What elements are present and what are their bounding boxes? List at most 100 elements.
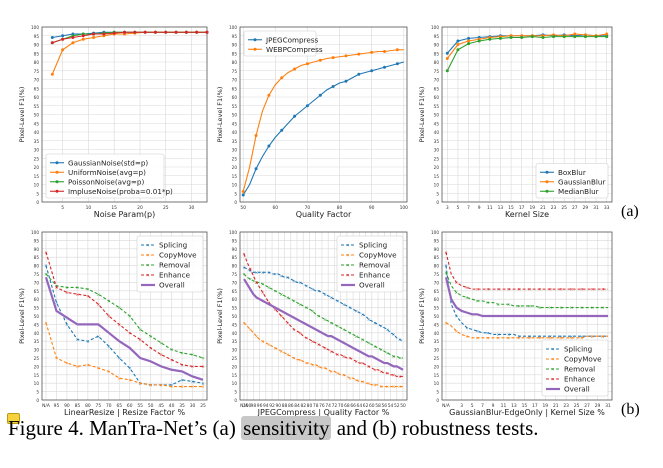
- data-point: ×: [180, 377, 184, 383]
- legend-marker: [545, 170, 549, 174]
- data-point: [61, 48, 65, 52]
- x-tick-label: 17: [532, 403, 538, 409]
- data-point: ×: [601, 334, 605, 340]
- data-point: ×: [361, 361, 365, 367]
- y-tick-label: 95: [34, 34, 40, 39]
- data-point: ×: [242, 320, 246, 326]
- comment-icon[interactable]: [7, 413, 20, 424]
- y-tick-label: 75: [34, 69, 40, 74]
- x-tick-label: N/A: [42, 403, 50, 409]
- y-tick-label: 15: [434, 174, 440, 179]
- data-point: ×: [65, 322, 69, 328]
- legend-label: Removal: [159, 261, 190, 270]
- data-point: ×: [538, 334, 542, 340]
- y-tick-label: 55: [434, 306, 440, 311]
- legend-label: CopyMove: [359, 251, 397, 260]
- data-point: ×: [180, 384, 184, 390]
- y-tick-label: 0: [36, 200, 39, 205]
- data-point: ×: [286, 295, 290, 301]
- y-tick-label: 5: [436, 191, 439, 196]
- data-point: ×: [323, 366, 327, 372]
- data-point: [71, 36, 75, 39]
- data-point: ×: [280, 314, 284, 320]
- data-point: ×: [538, 305, 542, 311]
- plot-frame: [41, 26, 208, 203]
- data-point: ×: [486, 300, 490, 306]
- x-tick-label: 56: [381, 403, 387, 409]
- x-tick-label: 17: [519, 205, 525, 211]
- data-point: [305, 104, 309, 108]
- x-tick-label: 15: [508, 205, 514, 211]
- x-tick-label: 92: [269, 403, 275, 409]
- x-tick-label: 21: [540, 205, 546, 211]
- y-tick-label: 35: [34, 339, 40, 344]
- data-point: ×: [191, 352, 195, 358]
- data-point: [81, 34, 85, 38]
- series-line-removal: [243, 273, 403, 359]
- y-tick-label: 100: [31, 230, 39, 235]
- data-point: ×: [317, 342, 321, 348]
- data-point: ×: [580, 287, 584, 293]
- data-point: ×: [317, 364, 321, 370]
- y-tick-label: 60: [434, 297, 440, 302]
- data-point: ×: [342, 327, 346, 333]
- data-point: ×: [159, 382, 163, 388]
- data-point: ×: [323, 292, 327, 298]
- data-point: ×: [559, 287, 563, 293]
- x-tick-label: 5: [61, 205, 64, 211]
- x-tick-label: 54: [388, 403, 394, 409]
- legend-box: [336, 235, 404, 293]
- data-point: [456, 48, 460, 52]
- legend: × Splicing × CopyMove × Removal × EnhanceOveral…: [541, 339, 609, 397]
- data-point: ×: [255, 334, 259, 340]
- data-point: ×: [267, 342, 271, 348]
- y-tick-label: 20: [434, 165, 440, 170]
- legend-marker: ×: [551, 377, 555, 383]
- y-axis-label: Pixel-Level F1(%): [418, 87, 426, 143]
- x-tick-label: 80: [307, 403, 313, 409]
- data-point: ×: [273, 307, 277, 313]
- x-tick-label: 60: [127, 403, 133, 409]
- data-point: ×: [280, 292, 284, 298]
- data-point: ×: [273, 272, 277, 278]
- data-point: [293, 114, 297, 118]
- data-point: ×: [128, 366, 132, 372]
- x-tick-label: 23: [563, 403, 569, 409]
- data-point: [357, 52, 361, 56]
- y-tick-label: 10: [34, 183, 40, 188]
- y-tick-label: 65: [232, 289, 238, 294]
- y-tick-label: 5: [36, 390, 39, 395]
- data-point: [395, 62, 399, 66]
- y-tick-label: 25: [34, 356, 40, 361]
- x-tick-label: 60: [369, 403, 375, 409]
- y-tick-label: 30: [34, 348, 40, 353]
- legend-box: [45, 153, 165, 199]
- data-point: ×: [361, 379, 365, 385]
- x-tick-label: 3: [446, 205, 449, 211]
- y-tick-label: 10: [232, 381, 238, 386]
- data-point: [331, 85, 335, 88]
- data-point: ×: [601, 305, 605, 311]
- series-line-splicing: [445, 265, 608, 337]
- data-point: ×: [444, 320, 448, 326]
- y-tick-label: 90: [34, 247, 40, 252]
- y-tick-label: 20: [434, 364, 440, 369]
- data-point: ×: [191, 364, 195, 370]
- y-tick-label: 80: [434, 60, 440, 65]
- data-point: ×: [549, 335, 553, 341]
- y-tick-label: 40: [232, 331, 238, 336]
- x-tick-label: 90: [64, 403, 70, 409]
- caption-highlight[interactable]: sensitivity: [241, 416, 332, 440]
- legend-label: CopyMove: [564, 355, 602, 364]
- legend-label: Splicing: [564, 345, 592, 354]
- data-point: ×: [496, 332, 500, 338]
- data-point: ×: [317, 288, 321, 294]
- x-tick-label: 86: [288, 403, 294, 409]
- x-tick-label: N/A: [442, 403, 450, 409]
- data-point: ×: [201, 356, 205, 362]
- x-tick-label: 60: [273, 205, 279, 211]
- chart-panel-5: 0 5 10 15 20 25 30 35 40 45 50 55 60 65 70 75 80 85 90 95 10…: [216, 230, 408, 417]
- legend-box: [136, 235, 204, 293]
- y-tick-label: 60: [232, 95, 238, 100]
- data-point: ×: [242, 251, 246, 257]
